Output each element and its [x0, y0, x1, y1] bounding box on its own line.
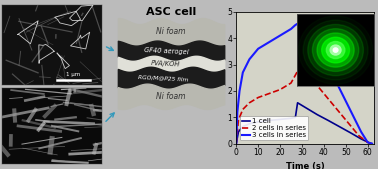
3 cells in series: [345, 104, 350, 106]
3 cells in series: [267, 41, 271, 43]
3 cells in series: [247, 58, 252, 60]
2 cells in series: [322, 93, 326, 95]
1 cell: [348, 131, 352, 134]
3 cells in series: [278, 34, 282, 37]
2 cells in series: [236, 119, 241, 121]
3 cells in series: [313, 45, 318, 47]
2 cells in series: [370, 143, 374, 145]
Legend: 1 cell, 2 cells in series, 3 cells in series: 1 cell, 2 cells in series, 3 cells in se…: [240, 116, 308, 140]
Polygon shape: [17, 21, 38, 44]
3 cells in series: [300, 28, 304, 30]
3 cells in series: [333, 78, 337, 80]
1 cell: [306, 108, 311, 110]
1 cell: [295, 102, 300, 104]
2 cells in series: [234, 143, 239, 145]
1 cell: [234, 143, 239, 145]
2 cells in series: [356, 135, 361, 137]
Y-axis label: Potential (V): Potential (V): [213, 52, 222, 104]
Text: GF40 aerogel: GF40 aerogel: [144, 46, 188, 55]
2 cells in series: [366, 141, 370, 143]
1 cell: [315, 114, 319, 116]
2 cells in series: [289, 82, 293, 84]
2 cells in series: [256, 96, 260, 99]
2 cells in series: [297, 64, 302, 66]
Polygon shape: [39, 44, 54, 63]
3 cells in series: [326, 66, 330, 68]
Text: Ni foam: Ni foam: [156, 27, 186, 36]
3 cells in series: [319, 56, 324, 58]
Text: RGO/M@P25 film: RGO/M@P25 film: [138, 74, 189, 82]
3 cells in series: [366, 141, 370, 143]
3 cells in series: [289, 28, 293, 30]
1 cell: [267, 119, 271, 122]
Polygon shape: [70, 32, 90, 49]
3 cells in series: [240, 71, 245, 74]
X-axis label: Time (s): Time (s): [286, 162, 325, 169]
2 cells in series: [295, 70, 300, 72]
1 cell: [240, 126, 245, 128]
Polygon shape: [70, 4, 94, 21]
3 cells in series: [359, 131, 363, 133]
2 cells in series: [278, 89, 282, 91]
3 cells in series: [256, 48, 260, 50]
2 cells in series: [330, 103, 335, 105]
Line: 1 cell: 1 cell: [236, 103, 372, 144]
1 cell: [337, 126, 341, 128]
1 cell: [326, 119, 330, 122]
3 cells in series: [306, 36, 311, 38]
3 cells in series: [234, 143, 239, 145]
Text: 1 μm: 1 μm: [67, 71, 81, 77]
Text: PVA/KOH: PVA/KOH: [151, 60, 181, 68]
1 cell: [300, 104, 304, 106]
3 cells in series: [237, 90, 242, 92]
Text: ASC cell: ASC cell: [146, 7, 196, 17]
2 cells in series: [267, 93, 271, 95]
2 cells in series: [247, 102, 252, 104]
2 cells in series: [339, 114, 344, 116]
1 cell: [278, 118, 282, 120]
2 cells in series: [313, 82, 318, 84]
3 cells in series: [293, 24, 297, 26]
1 cell: [289, 117, 293, 119]
1 cell: [367, 142, 372, 144]
Polygon shape: [57, 53, 70, 69]
Polygon shape: [55, 11, 81, 26]
1 cell: [293, 116, 297, 118]
2 cells in series: [304, 71, 308, 74]
1 cell: [256, 121, 260, 123]
Text: Ni foam: Ni foam: [156, 92, 186, 101]
1 cell: [247, 123, 252, 125]
2 cells in series: [240, 108, 245, 110]
3 cells in series: [352, 118, 357, 120]
1 cell: [236, 131, 241, 133]
2 cells in series: [348, 124, 352, 126]
Line: 2 cells in series: 2 cells in series: [236, 65, 372, 144]
1 cell: [359, 138, 363, 140]
3 cells in series: [295, 23, 300, 25]
3 cells in series: [339, 91, 344, 93]
Line: 3 cells in series: 3 cells in series: [236, 24, 372, 144]
1 cell: [370, 143, 374, 145]
3 cells in series: [370, 143, 374, 145]
3 cells in series: [235, 111, 240, 113]
